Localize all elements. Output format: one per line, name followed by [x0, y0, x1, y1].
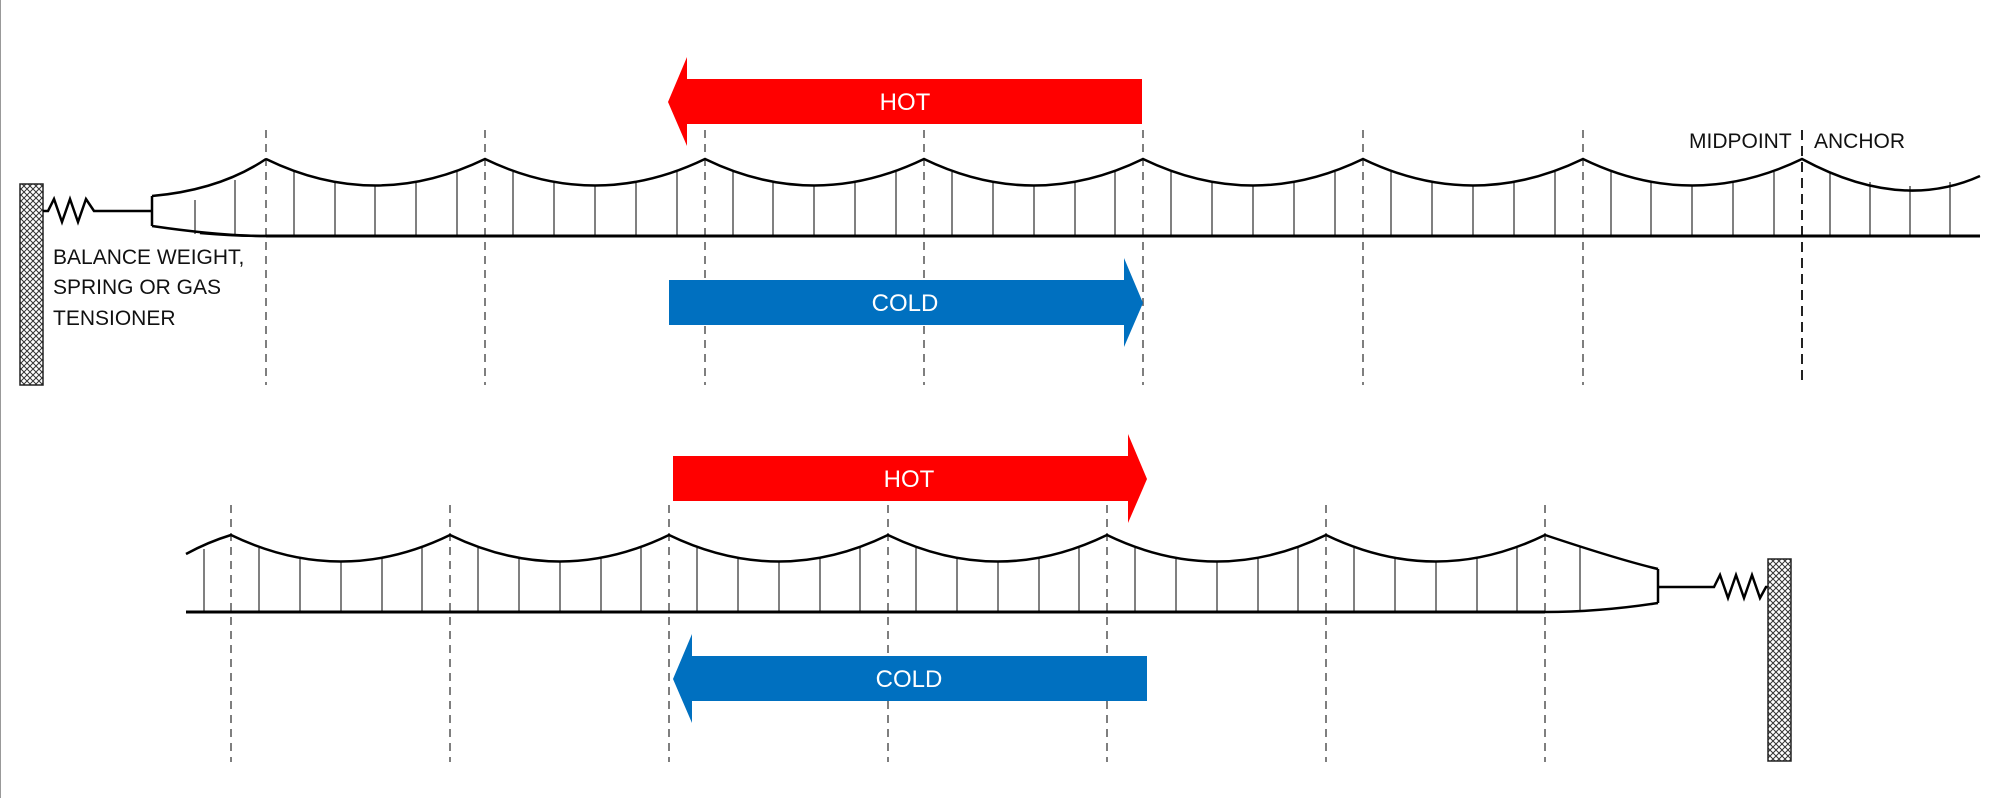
- bottom-messenger-wire: [185, 533, 1659, 571]
- bottom-section: HOT COLD: [185, 434, 1792, 762]
- top-support-guides: [265, 130, 1803, 385]
- bottom-spring: [1658, 571, 1770, 602]
- bottom-wall-anchor: [1767, 558, 1792, 762]
- top-cold-label: COLD: [872, 290, 939, 317]
- midpoint-label: MIDPOINT: [1689, 130, 1792, 153]
- top-end-fitting: [150, 157, 267, 238]
- bottom-hot-label: HOT: [884, 466, 935, 493]
- bottom-hot-arrow: [673, 434, 1147, 523]
- bottom-cold-arrow: [673, 634, 1147, 723]
- bottom-cold-label: COLD: [876, 666, 943, 693]
- top-spring: [43, 195, 152, 226]
- top-droppers: [194, 172, 1951, 236]
- top-hot-arrow: [668, 57, 1142, 146]
- bottom-droppers: [203, 546, 1581, 612]
- top-wall-anchor: [19, 183, 44, 386]
- top-hot-label: HOT: [880, 89, 931, 116]
- tensioner-label-line2: SPRING OR GAS: [53, 276, 221, 299]
- top-section: HOT COLD BALANCE WEIGHT, SPRING OR GAS T…: [19, 57, 1981, 386]
- top-cold-arrow: [669, 258, 1143, 347]
- top-messenger-wire: [265, 157, 1981, 192]
- tensioner-label-line3: TENSIONER: [53, 307, 176, 330]
- anchor-label: ANCHOR: [1814, 130, 1905, 153]
- tensioner-label-line1: BALANCE WEIGHT,: [53, 246, 244, 269]
- bottom-support-guides: [230, 505, 1546, 762]
